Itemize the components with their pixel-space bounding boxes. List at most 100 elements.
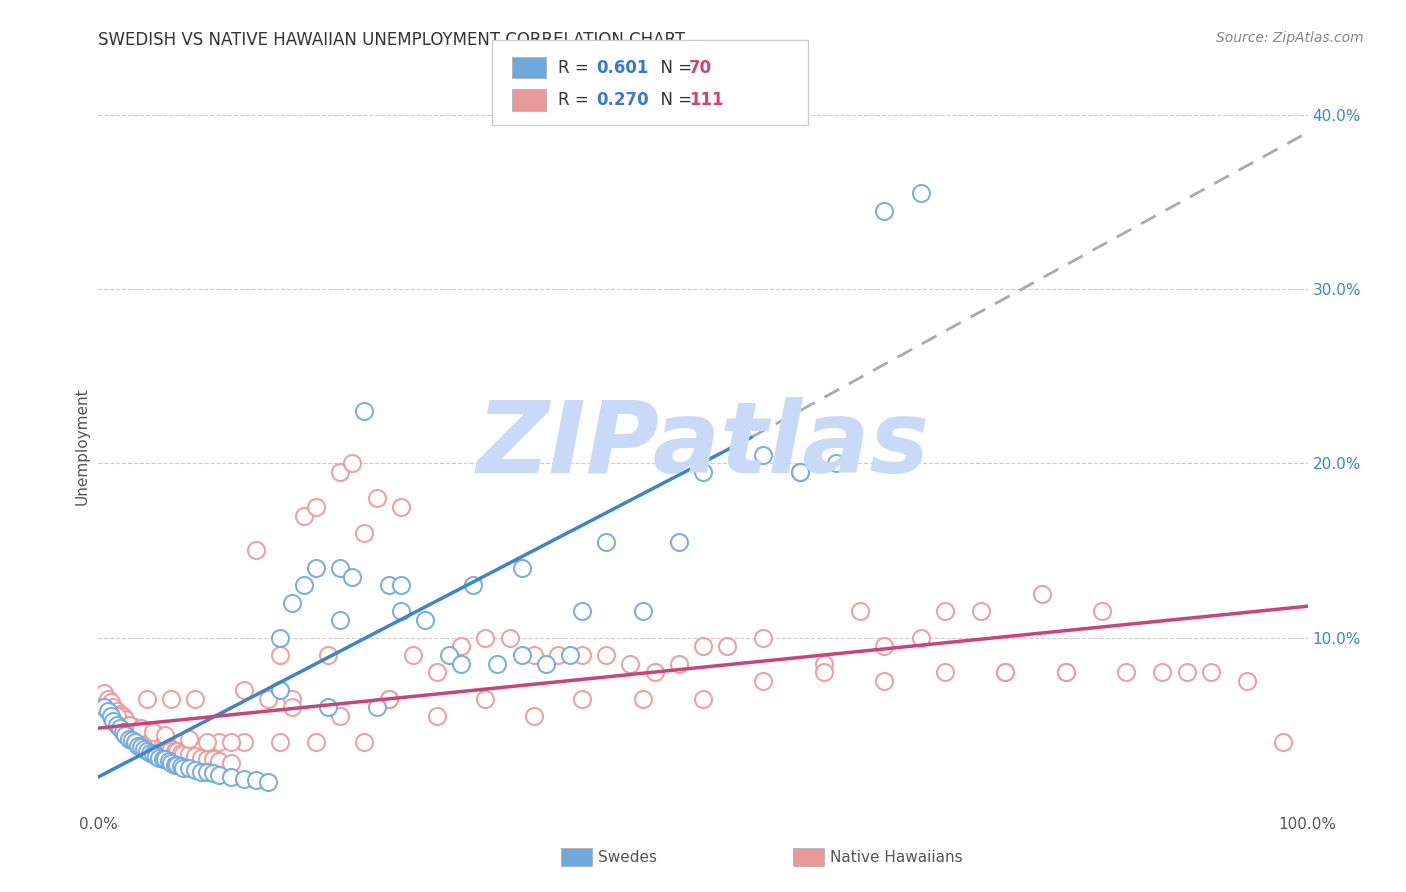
Point: [105, 709, 128, 723]
Point: [413, 613, 436, 627]
Point: [97, 704, 120, 718]
Point: [245, 543, 267, 558]
Point: [486, 657, 509, 671]
Point: [184, 749, 207, 764]
Point: [1199, 665, 1222, 680]
Text: Source: ZipAtlas.com: Source: ZipAtlas.com: [1216, 31, 1364, 45]
Point: [108, 721, 131, 735]
Point: [1236, 674, 1258, 689]
Point: [139, 746, 162, 760]
Point: [752, 448, 775, 462]
Point: [135, 728, 157, 742]
Point: [389, 578, 412, 592]
Point: [426, 665, 449, 680]
Point: [142, 747, 165, 762]
Point: [166, 757, 188, 772]
Point: [221, 770, 243, 784]
Point: [377, 691, 399, 706]
Point: [523, 648, 546, 662]
Point: [644, 665, 666, 680]
Point: [849, 604, 872, 618]
Point: [377, 691, 399, 706]
Point: [166, 744, 188, 758]
Point: [342, 569, 364, 583]
Point: [245, 773, 267, 788]
Point: [813, 665, 835, 680]
Point: [124, 735, 146, 749]
Point: [124, 721, 146, 735]
Point: [169, 759, 191, 773]
Point: [190, 750, 212, 764]
Point: [221, 735, 243, 749]
Text: Swedes: Swedes: [598, 850, 657, 864]
Point: [269, 648, 291, 662]
Point: [752, 674, 775, 689]
Point: [256, 691, 278, 706]
Point: [498, 631, 520, 645]
Point: [179, 747, 201, 762]
Text: 0.270: 0.270: [596, 91, 648, 109]
Point: [353, 735, 375, 749]
Point: [1272, 735, 1295, 749]
Point: [163, 757, 186, 772]
Point: [202, 766, 225, 780]
Point: [619, 657, 641, 671]
Point: [281, 596, 304, 610]
Point: [353, 526, 375, 541]
Point: [305, 500, 328, 514]
Point: [571, 691, 593, 706]
Point: [269, 682, 291, 697]
Text: Native Hawaiians: Native Hawaiians: [830, 850, 962, 864]
Point: [281, 691, 304, 706]
Text: ZIPatlas: ZIPatlas: [477, 398, 929, 494]
Point: [157, 740, 180, 755]
Point: [111, 709, 134, 723]
Point: [269, 631, 291, 645]
Point: [129, 724, 152, 739]
Point: [873, 674, 896, 689]
Point: [510, 561, 533, 575]
Point: [121, 719, 143, 733]
Point: [970, 604, 993, 618]
Point: [910, 186, 932, 201]
Point: [1054, 665, 1077, 680]
Point: [329, 709, 352, 723]
Text: SWEDISH VS NATIVE HAWAIIAN UNEMPLOYMENT CORRELATION CHART: SWEDISH VS NATIVE HAWAIIAN UNEMPLOYMENT …: [98, 31, 686, 49]
Point: [789, 465, 811, 479]
Point: [195, 735, 218, 749]
Point: [305, 561, 328, 575]
Point: [152, 737, 174, 751]
Point: [571, 604, 593, 618]
Point: [152, 752, 174, 766]
Point: [692, 465, 714, 479]
Point: [389, 604, 412, 618]
Point: [232, 682, 254, 697]
Point: [179, 731, 201, 746]
Point: [208, 754, 231, 768]
Point: [668, 534, 690, 549]
Point: [934, 604, 956, 618]
Text: 0.601: 0.601: [596, 59, 648, 77]
Point: [148, 735, 170, 749]
Point: [692, 640, 714, 654]
Point: [474, 691, 496, 706]
Point: [523, 709, 546, 723]
Point: [105, 704, 128, 718]
Point: [450, 640, 472, 654]
Point: [510, 648, 533, 662]
Point: [437, 648, 460, 662]
Point: [329, 613, 352, 627]
Point: [172, 761, 194, 775]
Point: [389, 500, 412, 514]
Point: [184, 691, 207, 706]
Point: [305, 735, 328, 749]
Point: [595, 648, 617, 662]
Point: [813, 657, 835, 671]
Point: [163, 744, 186, 758]
Point: [135, 691, 157, 706]
Point: [195, 752, 218, 766]
Point: [292, 578, 315, 592]
Y-axis label: Unemployment: Unemployment: [75, 387, 90, 505]
Point: [474, 631, 496, 645]
Point: [353, 404, 375, 418]
